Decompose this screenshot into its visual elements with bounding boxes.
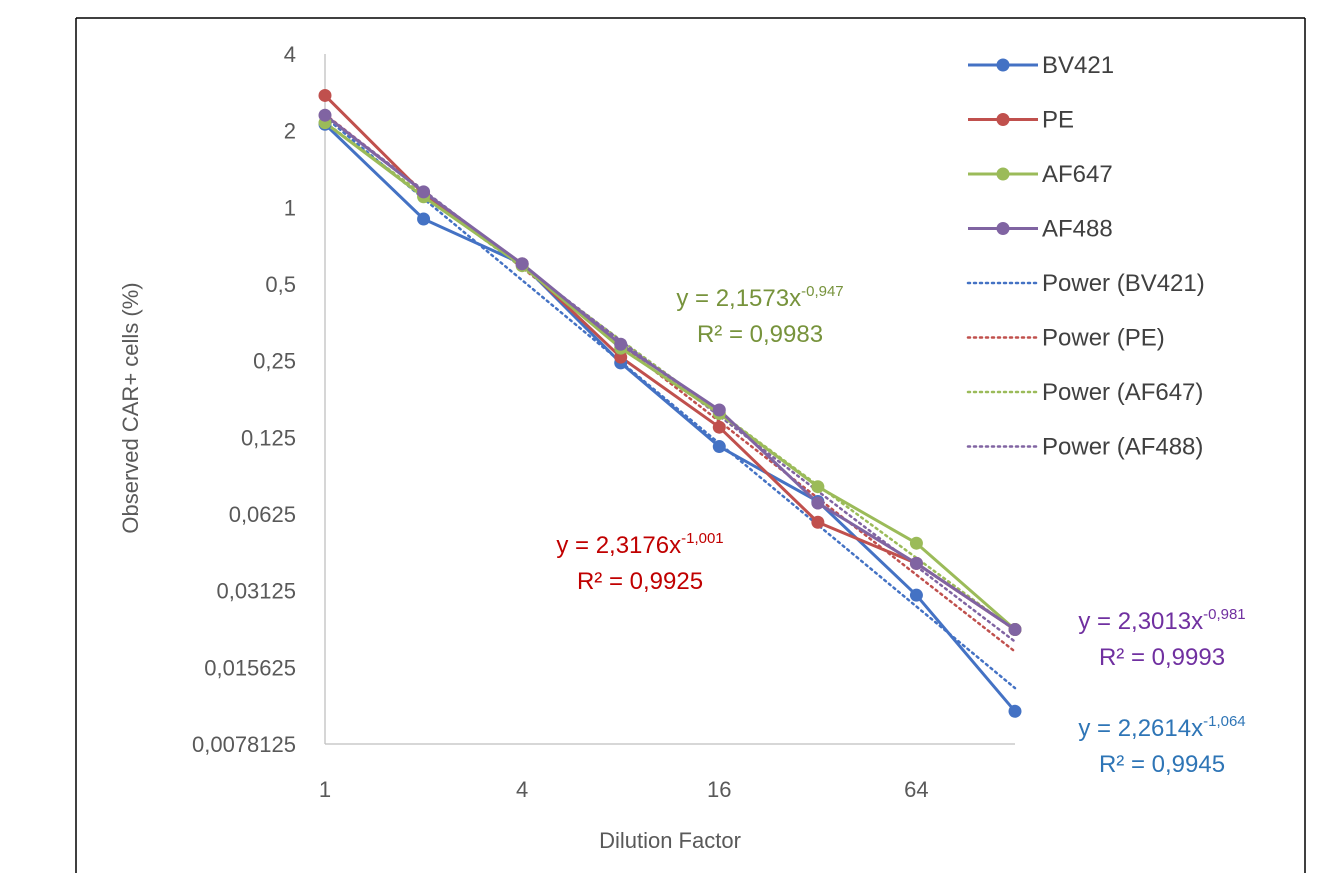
y-tick-label: 4 <box>284 42 296 67</box>
legend-item-power-bv421[interactable]: Power (BV421) <box>966 270 1205 297</box>
legend-marker-swatch <box>996 113 1010 126</box>
y-tick-label: 0,0625 <box>229 502 296 527</box>
data-point-bv421 <box>417 212 431 226</box>
equation-exponent: -0,947 <box>801 283 844 300</box>
data-point-af488 <box>811 496 825 510</box>
equation-exponent: -1,001 <box>681 530 724 547</box>
data-point-bv421 <box>909 588 923 602</box>
legend-label: Power (AF647) <box>1042 379 1203 406</box>
legend-marker-swatch <box>996 222 1010 235</box>
equation-exponent: -1,064 <box>1203 713 1246 730</box>
legend-label: Power (BV421) <box>1042 270 1205 297</box>
data-point-af488 <box>909 556 923 570</box>
data-point-af647 <box>909 536 923 550</box>
legend-label: Power (AF488) <box>1042 434 1203 461</box>
legend-marker-swatch <box>996 167 1010 181</box>
data-point-pe <box>614 350 628 364</box>
data-point-af488 <box>712 403 726 417</box>
trendline-bv421 <box>323 115 1017 690</box>
trend-equation-bv421: y = 2,2614x-1,064 <box>1078 713 1245 742</box>
trend-equation-af488: y = 2,3013x-0,981 <box>1078 606 1245 635</box>
y-tick-label: 0,0078125 <box>192 732 296 757</box>
y-tick-label: 1 <box>284 195 296 220</box>
legend-label: BV421 <box>1042 52 1114 79</box>
y-tick-label: 0,03125 <box>216 579 296 604</box>
trend-r2-bv421: R² = 0,9945 <box>1099 751 1225 778</box>
data-point-af488 <box>614 337 628 351</box>
legend-item-af647[interactable]: AF647 <box>968 161 1113 188</box>
x-tick-label: 4 <box>516 777 528 802</box>
data-point-pe <box>811 515 825 529</box>
x-axis-title: Dilution Factor <box>599 828 741 853</box>
trend-r2-af488: R² = 0,9993 <box>1099 644 1225 671</box>
y-tick-label: 0,015625 <box>204 655 296 680</box>
x-tick-label: 1 <box>319 777 331 802</box>
legend-item-power-pe[interactable]: Power (PE) <box>966 325 1165 352</box>
legend-label: AF488 <box>1042 216 1113 243</box>
data-point-af488 <box>515 257 529 271</box>
series-line-bv421 <box>323 123 1017 713</box>
x-tick-label: 16 <box>707 777 731 802</box>
legend-item-power-af488[interactable]: Power (AF488) <box>966 434 1203 461</box>
legend-label: Power (PE) <box>1042 325 1165 352</box>
y-axis-title: Observed CAR+ cells (%) <box>118 282 143 533</box>
data-point-af647 <box>811 480 825 494</box>
data-point-bv421 <box>1008 704 1022 718</box>
legend-item-af488[interactable]: AF488 <box>968 216 1113 243</box>
equation-base: y = 2,1573x <box>676 285 801 312</box>
equation-base: y = 2,3176x <box>556 532 681 559</box>
data-point-af488 <box>318 108 332 122</box>
legend-label: PE <box>1042 107 1074 134</box>
y-tick-label: 0,125 <box>241 425 296 450</box>
equation-base: y = 2,2614x <box>1078 715 1203 742</box>
series-line-af647 <box>324 121 1016 631</box>
legend-marker-swatch <box>996 58 1010 72</box>
data-point-pe <box>318 88 332 102</box>
y-tick-label: 2 <box>284 119 296 144</box>
trend-r2-af647: R² = 0,9983 <box>697 321 823 348</box>
equation-exponent: -0,981 <box>1203 606 1246 623</box>
legend-item-pe[interactable]: PE <box>968 107 1074 134</box>
trend-equation-af647: y = 2,1573x-0,947 <box>676 283 843 312</box>
trend-r2-pe: R² = 0,9925 <box>577 568 703 595</box>
data-point-pe <box>712 420 726 434</box>
data-point-af488 <box>1008 622 1022 636</box>
equation-base: y = 2,3013x <box>1078 608 1203 635</box>
data-point-bv421 <box>712 440 726 454</box>
data-point-af488 <box>417 185 431 199</box>
legend-item-bv421[interactable]: BV421 <box>968 52 1114 79</box>
trend-equation-pe: y = 2,3176x-1,001 <box>556 530 723 559</box>
x-tick-label: 64 <box>904 777 928 802</box>
legend-label: AF647 <box>1042 161 1113 188</box>
legend-item-power-af647[interactable]: Power (AF647) <box>966 379 1203 406</box>
series-line-af488 <box>324 114 1016 631</box>
y-tick-label: 0,5 <box>265 272 296 297</box>
y-tick-label: 0,25 <box>253 349 296 374</box>
